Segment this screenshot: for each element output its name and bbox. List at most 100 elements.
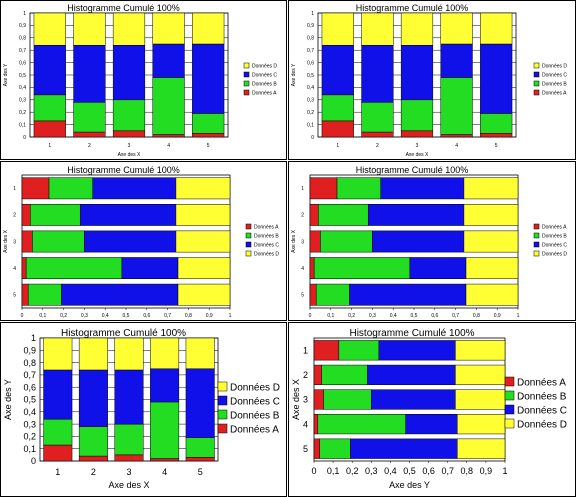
category-label: 5 — [207, 143, 210, 149]
bar-segment-c — [112, 44, 146, 101]
bar-segment-a — [21, 230, 33, 253]
y-tick-label: 0 — [31, 456, 36, 466]
value-tick-label: 0,6 — [143, 313, 150, 319]
chart-svg: Histogramme Cumulé 100%Vertical à plat00… — [0, 0, 287, 160]
value-tick-label: 0,8 — [185, 313, 192, 319]
bar-segment-c — [121, 257, 179, 279]
chart-title: Histogramme Cumulé 100% — [67, 165, 180, 175]
chart-panel-3: Histogramme Cumulé 100%Horizontal à plat… — [0, 161, 287, 321]
bar-segment-b — [43, 418, 73, 446]
bar-segment-a — [309, 204, 319, 226]
legend-label: Données A — [254, 225, 279, 231]
legend-label: Données B — [230, 411, 280, 422]
bar-segment-a — [114, 454, 144, 462]
value-tick-label: 0,8 — [473, 313, 480, 319]
legend-swatch — [533, 241, 540, 248]
bar-segment-c — [367, 204, 465, 226]
bar-segment-a — [21, 204, 31, 226]
chart-svg: Histogramme Cumulé 100%Vertical 2D00,10,… — [288, 0, 576, 160]
category-label: 3 — [126, 467, 131, 477]
bar-segment-c — [380, 177, 465, 200]
value-tick-label: 0,2 — [60, 313, 67, 319]
bar-segment-c — [61, 283, 179, 306]
value-tick-label: 0 — [309, 313, 312, 319]
bar-segment-a — [361, 131, 394, 138]
legend-label: Données B — [254, 234, 279, 240]
bar-segment-b — [27, 283, 62, 306]
y-tick-label: 0,6 — [19, 60, 26, 66]
value-tick-label: 0,7 — [164, 313, 171, 319]
legend-swatch — [533, 89, 540, 96]
legend-swatch — [533, 71, 540, 78]
legend-label: Données C — [517, 406, 567, 417]
y-tick-label: 0,3 — [307, 98, 314, 104]
value-tick-label: 1 — [229, 313, 232, 319]
y-axis-label: Axe des X — [291, 379, 301, 420]
chart-panel-6: Histogramme Cumulé 100%Horizontal profon… — [288, 322, 576, 497]
legend-label: Données D — [254, 252, 279, 258]
bar-segment-b — [361, 102, 394, 133]
legend-swatch — [504, 376, 515, 387]
category-label: 2 — [13, 213, 16, 219]
legend-label: Données B — [517, 392, 567, 403]
bar-segment-b — [114, 423, 144, 456]
y-tick-label: 0 — [23, 135, 26, 141]
legend-label: Données C — [542, 243, 567, 249]
category-label: 2 — [376, 143, 379, 149]
bar-segment-a — [192, 133, 225, 138]
bar-segment-b — [315, 283, 350, 306]
bar-segment-c — [409, 257, 467, 279]
legend-label: Données B — [252, 82, 277, 88]
category-label: 5 — [303, 444, 308, 454]
category-label: 3 — [128, 143, 131, 149]
bar-segment-d — [150, 337, 180, 369]
bar-segment-b — [32, 230, 85, 253]
bar-segment-a — [33, 120, 66, 138]
y-tick-label: 0,9 — [307, 23, 314, 29]
category-label: 3 — [301, 239, 304, 245]
chart-panel-5: Histogramme Cumulé 100%Vertical profond0… — [0, 322, 287, 497]
y-tick-label: 0,4 — [19, 85, 26, 91]
x-axis-label: Axe des X — [108, 480, 149, 490]
value-tick-label: 0,5 — [411, 313, 418, 319]
bar-segment-b — [336, 177, 381, 200]
bar-segment-b — [480, 113, 513, 134]
bar-segment-a — [21, 257, 27, 279]
legend-swatch — [217, 381, 228, 392]
bar-segment-b — [185, 437, 215, 458]
value-tick-label: 0 — [311, 466, 316, 476]
y-tick-label: 0,2 — [19, 110, 26, 116]
bar-segment-a — [321, 120, 354, 138]
bar-segment-c — [349, 283, 467, 306]
value-tick-label: 0,3 — [365, 466, 378, 476]
bar-segment-d — [78, 337, 108, 371]
category-label: 1 — [301, 186, 304, 192]
legend-swatch — [533, 250, 540, 257]
legend-swatch — [243, 71, 250, 78]
bar-segment-a — [313, 389, 324, 410]
bar-segment-b — [338, 340, 380, 361]
bar-segment-c — [43, 369, 73, 420]
value-tick-label: 0,7 — [441, 466, 454, 476]
legend-swatch — [533, 232, 540, 239]
category-label: 4 — [301, 266, 304, 272]
value-tick-label: 0,9 — [206, 313, 213, 319]
value-tick-label: 0,2 — [348, 313, 355, 319]
bar-segment-c — [321, 44, 354, 96]
category-label: 4 — [455, 143, 458, 149]
y-tick-label: 0,6 — [307, 60, 314, 66]
y-tick-label: 0,1 — [19, 122, 26, 128]
value-tick-label: 0,4 — [390, 313, 397, 319]
bar-segment-d — [463, 177, 519, 200]
x-axis-label: Axe des X — [406, 152, 429, 158]
y-tick-label: 1 — [23, 11, 26, 17]
category-label: 1 — [48, 143, 51, 149]
y-tick-label: 0,5 — [307, 73, 314, 79]
legend-swatch — [243, 80, 250, 87]
y-tick-label: 0,4 — [23, 407, 36, 417]
bar-segment-b — [150, 401, 180, 459]
bar-segment-a — [480, 133, 513, 138]
y-tick-label: 0,1 — [307, 122, 314, 128]
legend-swatch — [245, 223, 252, 230]
